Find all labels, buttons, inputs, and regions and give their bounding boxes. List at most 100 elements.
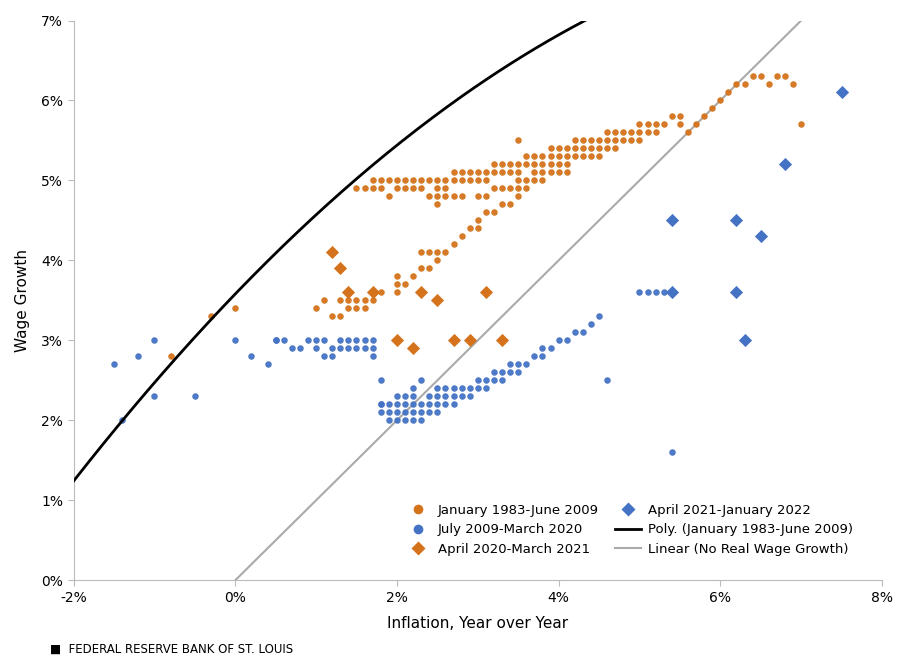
Point <box>543 159 558 170</box>
Point <box>365 295 380 306</box>
Point <box>390 287 404 298</box>
Point <box>365 343 380 354</box>
Point <box>422 247 437 258</box>
Point <box>269 335 283 346</box>
Point <box>422 191 437 202</box>
Point <box>535 167 549 178</box>
Point <box>600 127 615 138</box>
Text: ■  FEDERAL RESERVE BANK OF ST. LOUIS: ■ FEDERAL RESERVE BANK OF ST. LOUIS <box>50 643 293 656</box>
Point <box>333 335 348 346</box>
Point <box>325 343 340 354</box>
Point <box>503 199 518 210</box>
Y-axis label: Wage Growth: Wage Growth <box>15 249 30 352</box>
Point <box>559 159 574 170</box>
Point <box>495 183 509 194</box>
Point <box>511 183 526 194</box>
Point <box>454 191 469 202</box>
Point <box>762 79 776 90</box>
Point <box>454 231 469 242</box>
Point <box>446 175 460 186</box>
Point <box>519 151 534 161</box>
Point <box>511 159 526 170</box>
Point <box>430 391 445 401</box>
Point <box>632 287 646 298</box>
Point <box>390 335 404 346</box>
Point <box>430 175 445 186</box>
Point <box>325 247 340 258</box>
Point <box>470 175 485 186</box>
Point <box>745 71 760 82</box>
Point <box>398 415 412 426</box>
Point <box>390 271 404 281</box>
Point <box>358 183 372 194</box>
Point <box>511 175 526 186</box>
Point <box>495 367 509 378</box>
Point <box>131 351 145 362</box>
Point <box>446 335 460 346</box>
Point <box>439 391 453 401</box>
Point <box>398 399 412 410</box>
Point <box>114 415 129 426</box>
Point <box>350 303 364 314</box>
Point <box>511 359 526 370</box>
Point <box>568 135 582 146</box>
Point <box>503 167 518 178</box>
Point <box>430 407 445 418</box>
Point <box>551 335 566 346</box>
Point <box>414 407 429 418</box>
Point <box>616 127 630 138</box>
Point <box>350 183 364 194</box>
Point <box>244 351 259 362</box>
Point <box>406 415 420 426</box>
Point <box>785 79 800 90</box>
Point <box>309 343 323 354</box>
Point <box>462 175 477 186</box>
Point <box>390 415 404 426</box>
Point <box>568 151 582 161</box>
Point <box>470 215 485 225</box>
Point <box>406 271 420 281</box>
Point <box>487 183 501 194</box>
Point <box>470 375 485 386</box>
Point <box>559 167 574 178</box>
Point <box>576 135 590 146</box>
Point <box>446 391 460 401</box>
Point <box>414 375 429 386</box>
Point <box>543 143 558 154</box>
Point <box>446 383 460 393</box>
Point <box>422 391 437 401</box>
Point <box>373 175 388 186</box>
Point <box>495 199 509 210</box>
Point <box>325 351 340 362</box>
Point <box>381 415 396 426</box>
Point <box>535 351 549 362</box>
Point <box>373 183 388 194</box>
Point <box>422 175 437 186</box>
Point <box>576 151 590 161</box>
Point <box>624 127 638 138</box>
Point <box>673 111 687 122</box>
Point <box>551 167 566 178</box>
Point <box>350 295 364 306</box>
Point <box>358 343 372 354</box>
Point <box>439 191 453 202</box>
Point <box>640 287 655 298</box>
Point <box>381 175 396 186</box>
Point <box>365 175 380 186</box>
Point <box>439 247 453 258</box>
Point <box>543 151 558 161</box>
Point <box>390 407 404 418</box>
Point <box>373 375 388 386</box>
Point <box>398 407 412 418</box>
Point <box>446 191 460 202</box>
Point <box>665 447 679 457</box>
Point <box>325 311 340 322</box>
Point <box>592 143 607 154</box>
Point <box>414 415 429 426</box>
Point <box>576 143 590 154</box>
Point <box>656 287 671 298</box>
Point <box>543 343 558 354</box>
Point <box>592 311 607 322</box>
Point <box>673 119 687 130</box>
Point <box>446 167 460 178</box>
